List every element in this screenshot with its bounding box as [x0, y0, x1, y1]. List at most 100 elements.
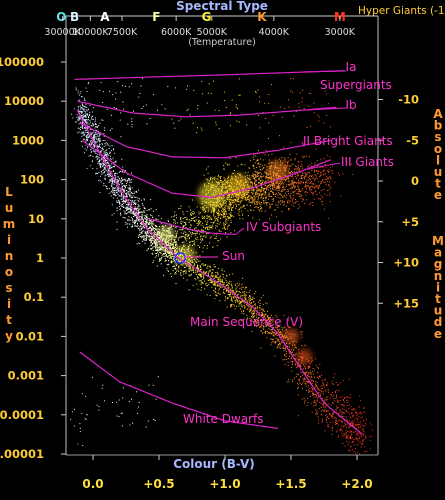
star-point	[260, 182, 261, 184]
star-point	[107, 144, 109, 146]
star-point	[111, 184, 113, 186]
star-point	[304, 383, 306, 385]
star-point	[319, 376, 321, 378]
star-point	[359, 441, 361, 443]
star-point	[93, 144, 95, 146]
star-point	[273, 178, 275, 180]
star-point	[268, 163, 270, 165]
star-point	[343, 404, 345, 406]
star-point	[221, 284, 223, 286]
star-point	[288, 184, 290, 186]
star-point	[217, 178, 219, 180]
star-point	[115, 178, 117, 180]
star-point	[248, 179, 250, 181]
star-point	[256, 310, 258, 312]
star-point	[157, 255, 159, 257]
star-point	[160, 222, 162, 224]
star-point	[236, 183, 238, 185]
star-point	[297, 365, 299, 367]
star-point	[93, 137, 94, 139]
star-point	[349, 450, 351, 452]
star-point	[345, 437, 347, 439]
star-point	[164, 258, 166, 260]
star-point	[129, 209, 131, 211]
star-point	[273, 179, 275, 181]
star-point	[147, 232, 149, 233]
star-point	[105, 144, 107, 146]
star-point	[256, 321, 258, 323]
star-point	[309, 175, 311, 177]
star-point	[81, 96, 82, 98]
star-point	[283, 160, 285, 162]
star-point	[139, 230, 141, 232]
star-point	[263, 326, 265, 328]
star-point	[138, 219, 140, 221]
star-point	[294, 185, 296, 187]
star-point	[230, 298, 232, 300]
star-point	[239, 181, 241, 183]
star-point	[217, 200, 219, 202]
star-point	[141, 222, 143, 224]
star-point	[200, 274, 202, 276]
star-point	[172, 237, 174, 239]
star-point	[159, 241, 161, 243]
star-point	[141, 213, 143, 215]
star-point	[121, 158, 123, 160]
star-point	[253, 201, 255, 203]
star-point	[95, 142, 97, 144]
star-point	[175, 267, 177, 269]
star-point	[105, 159, 107, 161]
star-point	[236, 300, 238, 302]
star-point	[107, 143, 108, 145]
star-point	[242, 291, 244, 293]
star-point	[126, 223, 128, 225]
star-point	[134, 206, 136, 208]
star-point	[200, 280, 202, 281]
star-point	[217, 181, 219, 183]
star-point	[217, 281, 219, 282]
star-point	[284, 354, 286, 355]
star-point	[241, 197, 243, 199]
star-point	[281, 336, 283, 338]
star-point	[249, 289, 251, 291]
star-point	[283, 345, 285, 347]
star-point	[171, 262, 173, 264]
star-point	[140, 215, 142, 217]
star-point	[291, 180, 293, 182]
star-point	[313, 394, 314, 396]
star-point	[144, 218, 146, 220]
star-point	[327, 177, 329, 179]
star-point	[312, 388, 314, 390]
star-point	[360, 435, 362, 437]
star-point	[294, 171, 295, 173]
star-point	[338, 174, 340, 176]
star-point	[356, 412, 358, 414]
star-point	[160, 237, 162, 239]
star-point	[174, 249, 176, 251]
star-point	[174, 272, 176, 273]
star-point	[295, 166, 297, 168]
star-point	[243, 292, 245, 294]
star-point	[212, 181, 213, 183]
star-point	[142, 220, 144, 222]
star-point	[213, 266, 215, 268]
star-point	[279, 193, 281, 195]
star-point	[252, 305, 253, 307]
star-point	[208, 201, 210, 203]
star-point	[302, 387, 303, 389]
star-point	[113, 166, 115, 168]
star-point	[120, 179, 122, 181]
star-point	[329, 156, 331, 158]
star-point	[111, 182, 113, 184]
star-point	[352, 449, 353, 451]
star-point	[365, 437, 367, 439]
star-point	[103, 164, 105, 165]
star-point	[230, 292, 232, 294]
star-point	[210, 275, 212, 277]
star-point	[251, 315, 253, 317]
star-point	[280, 181, 282, 183]
star-point	[236, 291, 238, 293]
star-point	[109, 173, 111, 175]
star-point	[249, 297, 251, 299]
star-point	[240, 320, 242, 322]
